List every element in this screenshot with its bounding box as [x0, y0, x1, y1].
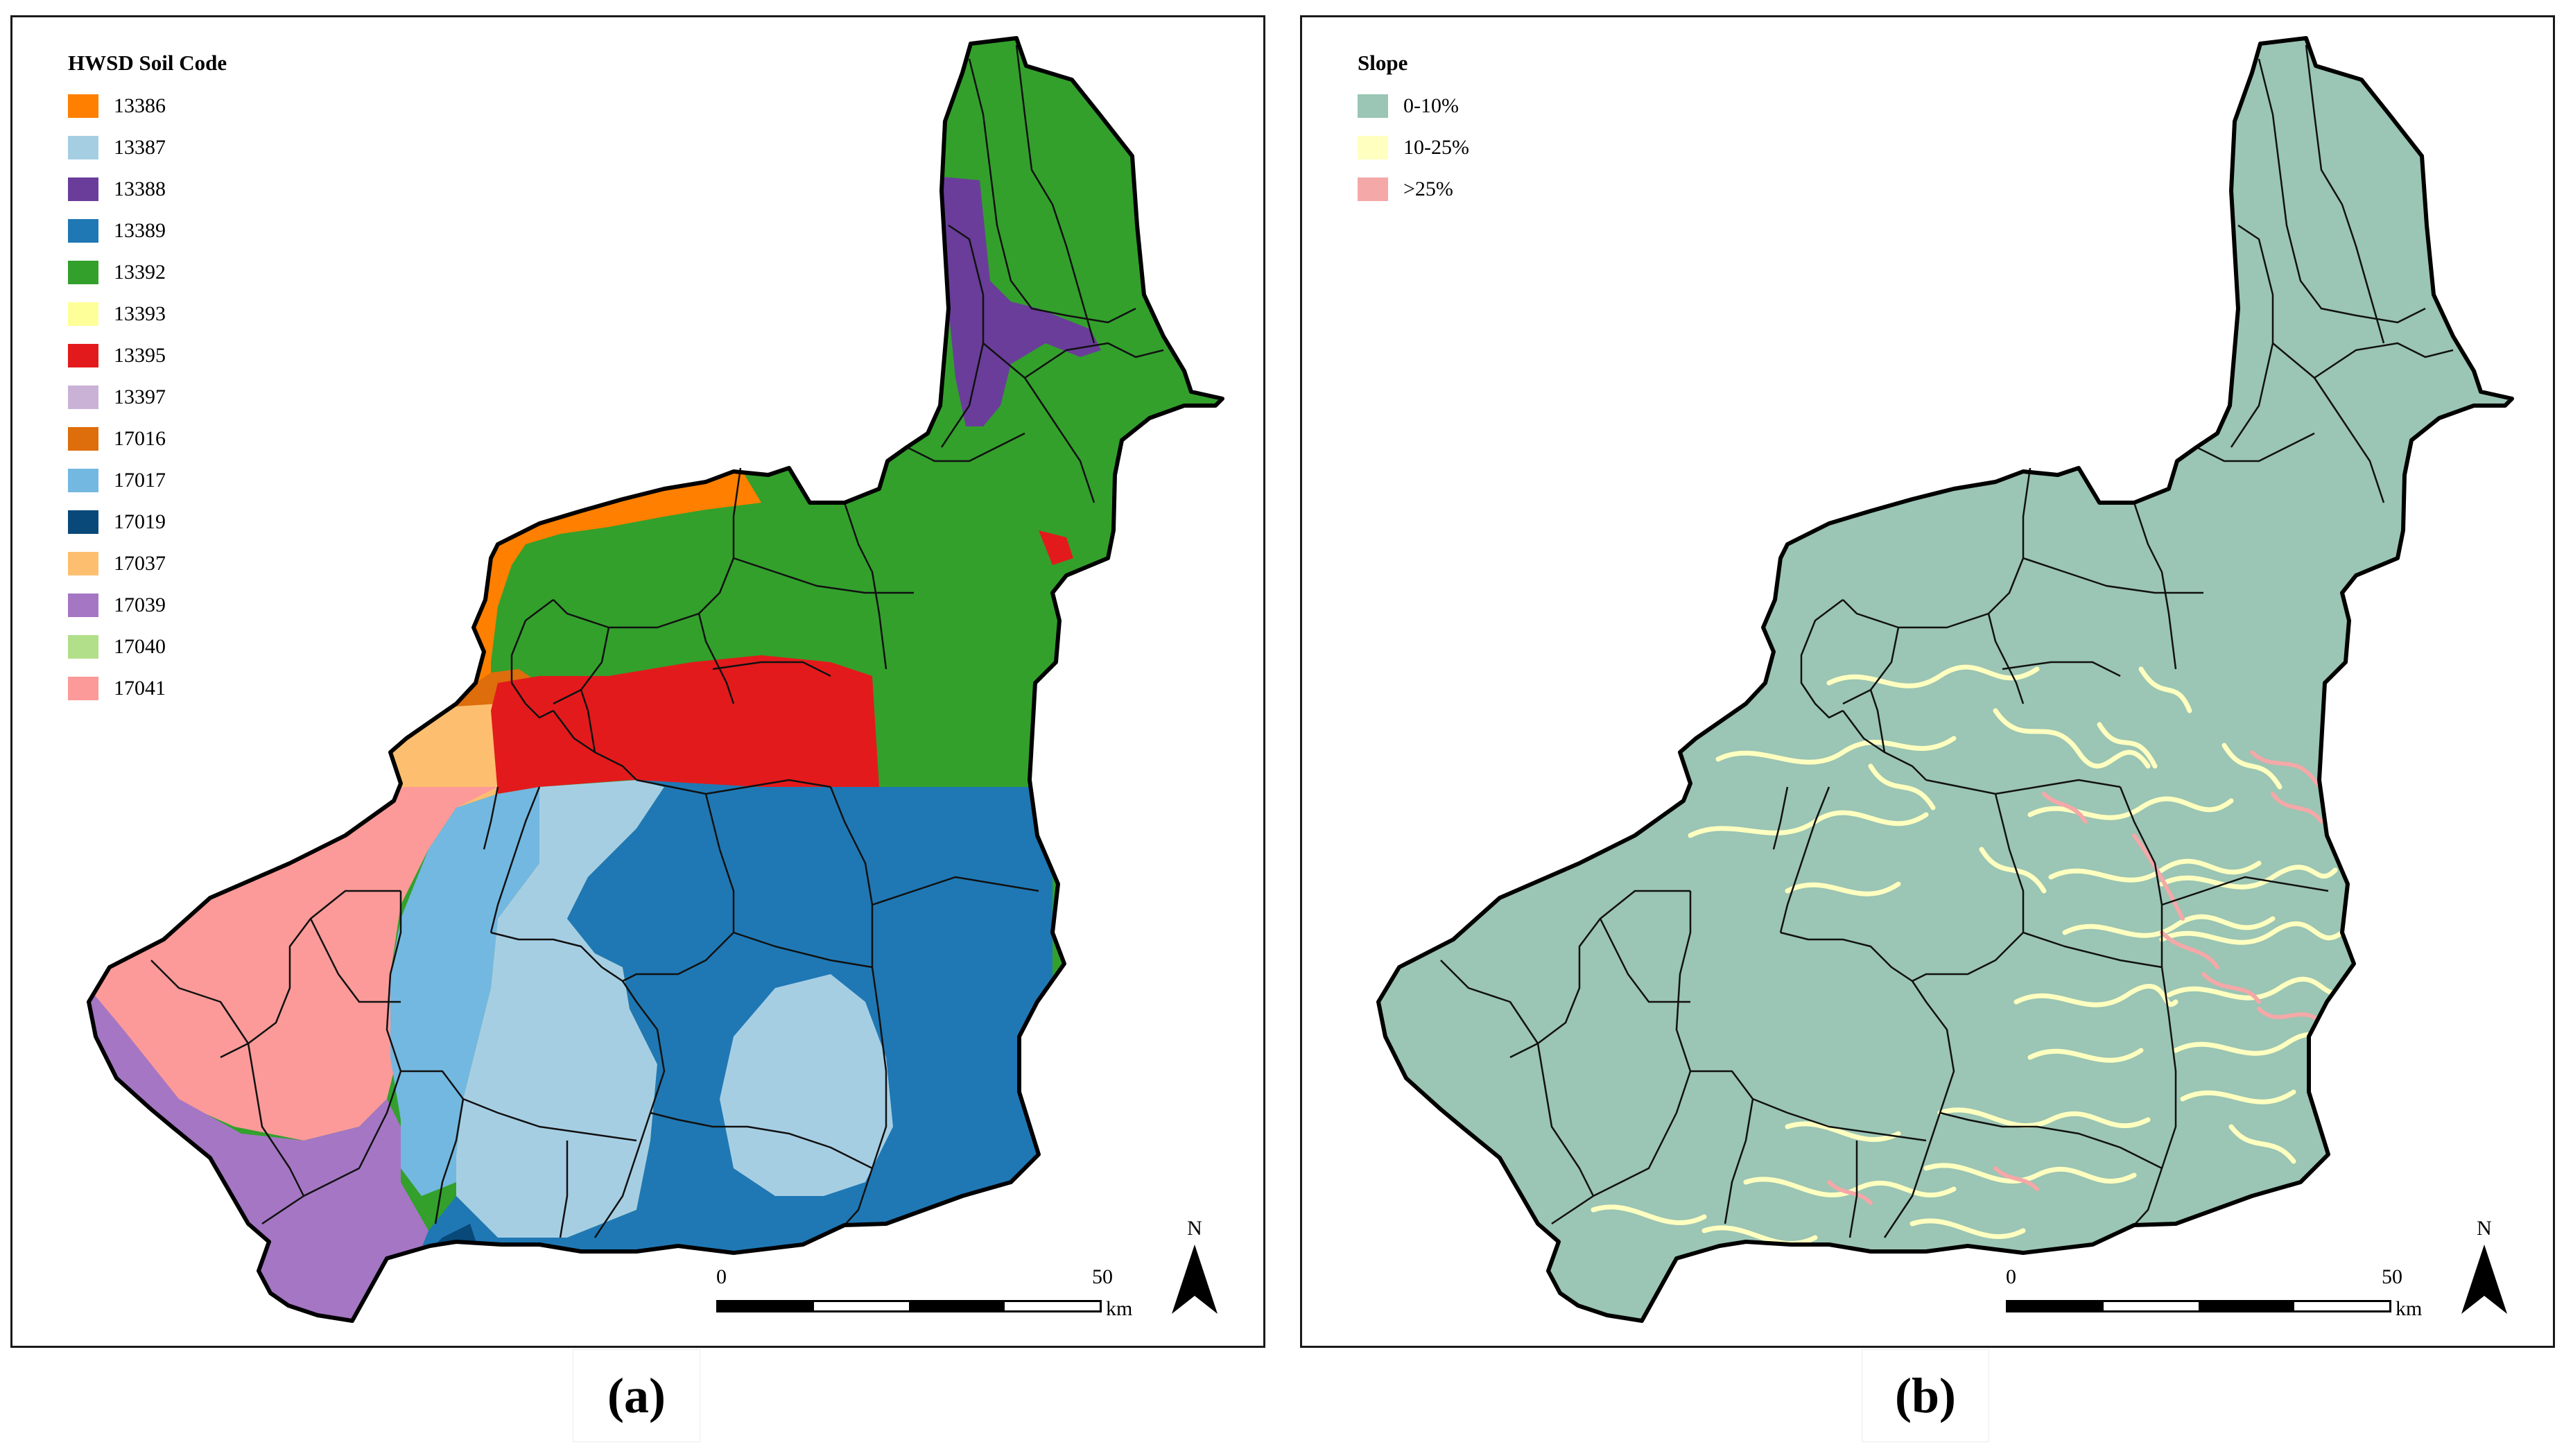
- legend-label: 17037: [114, 552, 166, 575]
- legend-swatch: [68, 635, 98, 659]
- legend-label: 17041: [114, 677, 166, 700]
- legend-swatch: [68, 177, 98, 201]
- legend-label: 10-25%: [1403, 136, 1469, 159]
- north-arrow: N: [1163, 1217, 1226, 1321]
- legend-label: 17017: [114, 469, 166, 492]
- legend-label: 0-10%: [1403, 94, 1459, 117]
- scale-label-start: 0: [716, 1265, 727, 1288]
- slope-map: [1302, 17, 2553, 1346]
- soil-map: [12, 17, 1263, 1346]
- caption-a: (a): [573, 1349, 700, 1442]
- legend-swatch: [68, 469, 98, 492]
- north-arrow: N: [2453, 1217, 2515, 1321]
- legend-label: 17040: [114, 635, 166, 658]
- legend-item: 13392: [68, 252, 227, 293]
- legend-list: 0-10% 10-25% >25%: [1358, 85, 1469, 210]
- map-panel-soil: HWSD Soil Code 13386 13387 13388 13389 13392…: [10, 15, 1265, 1348]
- legend-swatch: [68, 94, 98, 118]
- legend-swatch: [1358, 177, 1388, 201]
- scale-unit: km: [1106, 1297, 1133, 1320]
- legend-label: 13392: [114, 261, 166, 284]
- scale-unit: km: [2396, 1297, 2423, 1320]
- legend-list: 13386 13387 13388 13389 13392 13393 13395 13397…: [68, 85, 227, 709]
- legend-label: 13397: [114, 385, 166, 408]
- north-arrow-icon: [2461, 1245, 2507, 1314]
- legend-swatch: [1358, 136, 1388, 159]
- legend-swatch: [68, 344, 98, 367]
- caption-b: (b): [1862, 1349, 1989, 1442]
- north-label: N: [2477, 1217, 2492, 1240]
- scale-bar: 0 50 km: [2006, 1265, 2422, 1342]
- legend-soil: HWSD Soil Code 13386 13387 13388 13389 13392…: [68, 51, 227, 709]
- north-label: N: [1187, 1217, 1202, 1240]
- legend-item: 13395: [68, 335, 227, 376]
- legend-label: 13393: [114, 302, 166, 325]
- legend-label: 13386: [114, 94, 166, 117]
- legend-label: 17039: [114, 593, 166, 616]
- legend-item: 17040: [68, 626, 227, 668]
- legend-item: 13386: [68, 85, 227, 127]
- legend-swatch: [68, 219, 98, 243]
- legend-swatch: [68, 427, 98, 451]
- legend-item: 13387: [68, 127, 227, 168]
- legend-slope: Slope 0-10% 10-25% >25%: [1358, 51, 1469, 210]
- scale-bar-segments: [716, 1300, 1102, 1312]
- legend-swatch: [1358, 94, 1388, 118]
- legend-item: 10-25%: [1358, 127, 1469, 168]
- legend-title: HWSD Soil Code: [68, 51, 227, 75]
- legend-item: 17017: [68, 460, 227, 501]
- legend-item: 17041: [68, 668, 227, 709]
- legend-label: 13387: [114, 136, 166, 159]
- legend-swatch: [68, 593, 98, 617]
- legend-title: Slope: [1358, 51, 1408, 75]
- legend-swatch: [68, 385, 98, 409]
- legend-item: 13393: [68, 293, 227, 335]
- legend-item: 13397: [68, 376, 227, 418]
- scale-label-start: 0: [2006, 1265, 2016, 1288]
- legend-swatch: [68, 136, 98, 159]
- map-panel-slope: Slope 0-10% 10-25% >25% 0 50 km N: [1300, 15, 2555, 1348]
- scale-bar-segments: [2006, 1300, 2391, 1312]
- legend-item: 17019: [68, 501, 227, 543]
- legend-label: 13389: [114, 219, 166, 242]
- scale-label-end: 50: [2382, 1265, 2402, 1288]
- legend-item: 0-10%: [1358, 85, 1469, 127]
- legend-item: >25%: [1358, 168, 1469, 210]
- north-arrow-icon: [1172, 1245, 1218, 1314]
- legend-swatch: [68, 302, 98, 326]
- scale-bar: 0 50 km: [716, 1265, 1132, 1342]
- legend-label: 17019: [114, 510, 166, 533]
- legend-swatch: [68, 510, 98, 534]
- legend-item: 13389: [68, 210, 227, 252]
- legend-swatch: [68, 677, 98, 700]
- scale-label-end: 50: [1092, 1265, 1113, 1288]
- legend-label: >25%: [1403, 177, 1453, 200]
- legend-label: 13395: [114, 344, 166, 367]
- legend-label: 13388: [114, 177, 166, 200]
- legend-swatch: [68, 261, 98, 284]
- legend-item: 17037: [68, 543, 227, 584]
- legend-label: 17016: [114, 427, 166, 450]
- legend-swatch: [68, 552, 98, 575]
- legend-item: 17039: [68, 584, 227, 626]
- legend-item: 17016: [68, 418, 227, 460]
- legend-item: 13388: [68, 168, 227, 210]
